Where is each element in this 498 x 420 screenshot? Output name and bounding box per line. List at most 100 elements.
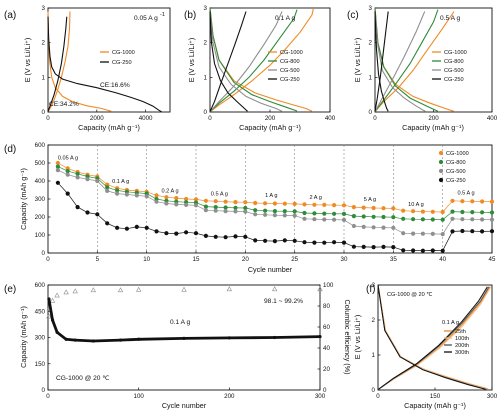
rate-label: 1 A g bbox=[265, 193, 277, 199]
x-tick-label: 300 bbox=[487, 393, 498, 400]
panel-c-frame bbox=[374, 7, 493, 113]
y-tick-label: 3 bbox=[372, 282, 376, 289]
data-point-CG-1000 bbox=[381, 206, 386, 211]
data-point-CG-250 bbox=[174, 231, 179, 236]
series-100th-curve bbox=[377, 286, 492, 391]
panel-label: (f) bbox=[366, 284, 375, 295]
data-point-CG-500 bbox=[85, 177, 90, 182]
ce-point bbox=[63, 289, 69, 295]
x-axis-title: Capacity (mAh g⁻¹) bbox=[78, 123, 140, 132]
data-point-CG-1000 bbox=[361, 205, 366, 210]
rate-label: 10 A g bbox=[408, 202, 424, 208]
data-point-CG-1000 bbox=[411, 209, 416, 214]
series-CG-800-curve bbox=[209, 9, 298, 113]
y-tick-label: 300 bbox=[35, 196, 46, 203]
data-point-CG-800 bbox=[312, 211, 317, 216]
data-point-CG-500 bbox=[332, 217, 337, 222]
data-point-CG-250 bbox=[351, 244, 356, 249]
y-tick-label: 100 bbox=[35, 232, 46, 239]
y-tick-label: 3 bbox=[42, 5, 46, 12]
data-point-CG-500 bbox=[440, 232, 445, 237]
data-point-CG-1000 bbox=[55, 160, 61, 166]
data-point-CG-1000 bbox=[371, 205, 376, 211]
capacity-point bbox=[64, 337, 68, 341]
x-tick-label: 100 bbox=[134, 393, 145, 400]
data-point-CG-500 bbox=[65, 172, 70, 177]
data-point-CG-800 bbox=[470, 210, 475, 215]
data-point-CG-800 bbox=[322, 211, 327, 216]
data-point-CG-250 bbox=[154, 229, 159, 234]
data-point-CG-1000 bbox=[233, 200, 238, 205]
data-point-CG-500 bbox=[322, 217, 327, 222]
y-tick-label: 2 bbox=[204, 40, 208, 47]
capacity-point bbox=[91, 339, 95, 343]
data-point-CG-800 bbox=[223, 205, 228, 210]
data-point-CG-250 bbox=[470, 229, 475, 234]
data-point-CG-250 bbox=[391, 245, 396, 250]
data-point-CG-800 bbox=[213, 205, 218, 210]
data-point-CG-500 bbox=[223, 209, 228, 214]
x-axis-title: Capacity (mAh g⁻¹) bbox=[404, 401, 466, 410]
data-point-CG-500 bbox=[174, 202, 179, 207]
data-point-CG-800 bbox=[361, 214, 366, 219]
series-200th-curve bbox=[377, 284, 487, 390]
y-tick-label: 500 bbox=[35, 160, 46, 167]
x-tick-label: 0 bbox=[46, 256, 50, 263]
data-point-CG-250 bbox=[55, 180, 61, 185]
data-point-CG-250 bbox=[460, 228, 465, 234]
data-point-CG-1000 bbox=[203, 198, 208, 203]
ce-point bbox=[181, 286, 187, 292]
data-point-CG-1000 bbox=[213, 199, 218, 204]
legend-entry: CG-250 bbox=[444, 77, 464, 83]
data-point-CG-800 bbox=[105, 185, 110, 190]
x-tick-label: 0 bbox=[373, 115, 377, 122]
series-200th-curve bbox=[377, 286, 490, 391]
x-tick-label: 0 bbox=[46, 115, 50, 122]
data-point-CG-500 bbox=[401, 231, 406, 236]
data-point-CG-500 bbox=[272, 213, 277, 218]
capacity-point bbox=[50, 318, 55, 322]
rate-label: 0.1 A g bbox=[170, 319, 190, 326]
sample-label: CG-1000 @ 20 ℃ bbox=[56, 375, 110, 382]
capacity-point bbox=[55, 330, 59, 334]
y-tick-label: 1 bbox=[42, 74, 46, 81]
y2-tick-label: 0 bbox=[323, 387, 327, 394]
data-point-CG-250 bbox=[223, 235, 228, 240]
data-point-CG-500 bbox=[233, 209, 238, 214]
data-point-CG-800 bbox=[480, 210, 485, 215]
ce-point bbox=[226, 286, 233, 292]
data-point-CG-250 bbox=[430, 248, 435, 253]
data-point-CG-500 bbox=[115, 191, 120, 196]
ce-point bbox=[72, 288, 78, 294]
y-axis-title: E (V vs Li/Li⁺) bbox=[23, 38, 32, 83]
data-point-CG-1000 bbox=[401, 208, 406, 213]
series-CG-800-curve bbox=[209, 7, 298, 112]
x-tick-label: 0 bbox=[376, 393, 380, 400]
y-tick-label: 1 bbox=[204, 74, 208, 81]
data-point-CG-500 bbox=[193, 203, 199, 208]
y2-axis-title: Columbic efficiency (%) bbox=[343, 300, 352, 375]
series-CG-800-curve bbox=[374, 9, 439, 113]
data-point-CG-800 bbox=[75, 171, 80, 176]
y2-tick-label: 80 bbox=[323, 303, 330, 310]
x-tick-label: 200 bbox=[428, 115, 439, 122]
data-point-CG-500 bbox=[341, 217, 347, 222]
y-tick-label: 400 bbox=[35, 178, 46, 185]
x-tick-label: 30 bbox=[341, 256, 348, 263]
data-point-CG-1000 bbox=[282, 201, 287, 206]
data-point-CG-1000 bbox=[184, 196, 189, 202]
data-point-CG-500 bbox=[243, 209, 248, 214]
legend-entry: CG-800 bbox=[446, 160, 466, 166]
data-point-CG-800 bbox=[282, 209, 287, 214]
y-tick-label: 3 bbox=[369, 5, 373, 12]
data-point-CG-800 bbox=[430, 217, 435, 222]
data-point-CG-500 bbox=[213, 208, 218, 213]
y-tick-label: 0 bbox=[369, 109, 373, 116]
data-point-CG-250 bbox=[144, 225, 149, 230]
panel-a-frame bbox=[47, 7, 171, 113]
unit-superscript: -1 bbox=[160, 12, 165, 18]
ce-point bbox=[317, 286, 323, 292]
series-CG-250-curve bbox=[47, 16, 162, 113]
data-point-CG-1000 bbox=[391, 206, 396, 211]
ce-point bbox=[271, 286, 278, 292]
